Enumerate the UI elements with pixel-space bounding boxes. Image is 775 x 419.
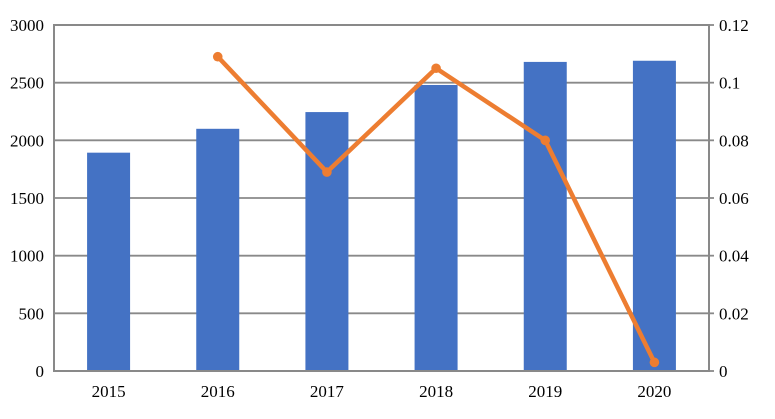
right-axis-tick-label: 0.02	[719, 304, 749, 323]
x-axis-label-2016: 2016	[201, 382, 235, 401]
left-axis-tick-label: 500	[19, 304, 45, 323]
left-axis-tick-label: 1500	[10, 189, 44, 208]
right-axis-tick-label: 0.1	[719, 74, 740, 93]
right-axis-tick-label: 0.06	[719, 189, 749, 208]
right-axis-tick-label: 0.08	[719, 131, 749, 150]
plot-border	[53, 24, 710, 372]
growth-rate-marker-2017	[322, 167, 332, 177]
x-axis-label-2020: 2020	[637, 382, 671, 401]
right-axis-tick-label: 0	[719, 362, 728, 381]
left-axis-tick-label: 3000	[10, 16, 44, 35]
bar-2015	[87, 152, 131, 371]
left-axis-tick-label: 1000	[10, 247, 44, 266]
growth-rate-marker-2018	[431, 63, 441, 74]
left-axis-tick-label: 0	[36, 362, 45, 381]
x-axis-label-2019: 2019	[528, 382, 562, 401]
growth-rate-marker-2020	[649, 357, 660, 368]
growth-rate-marker-2016	[212, 51, 223, 62]
x-axis-label-2018: 2018	[419, 382, 453, 401]
left-axis-tick-label: 2500	[10, 74, 44, 93]
bar-2020	[632, 60, 676, 372]
bar-2017	[305, 112, 349, 372]
bar-2016	[196, 128, 240, 371]
x-axis-label-2017: 2017	[310, 382, 345, 401]
bar-2018	[414, 84, 458, 372]
bar-2019	[523, 61, 567, 371]
growth-rate-marker-2019	[540, 135, 551, 146]
right-axis-tick-label: 0.12	[719, 16, 749, 35]
x-axis-label-2015: 2015	[92, 382, 126, 401]
left-axis-tick-label: 2000	[10, 131, 44, 150]
right-axis-tick-label: 0.04	[719, 247, 749, 266]
